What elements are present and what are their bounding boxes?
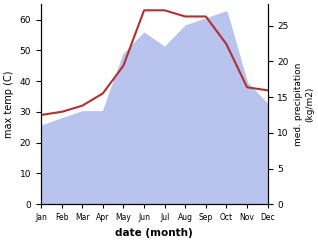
X-axis label: date (month): date (month): [115, 228, 193, 238]
Y-axis label: max temp (C): max temp (C): [4, 70, 14, 138]
Y-axis label: med. precipitation
(kg/m2): med. precipitation (kg/m2): [294, 62, 314, 146]
